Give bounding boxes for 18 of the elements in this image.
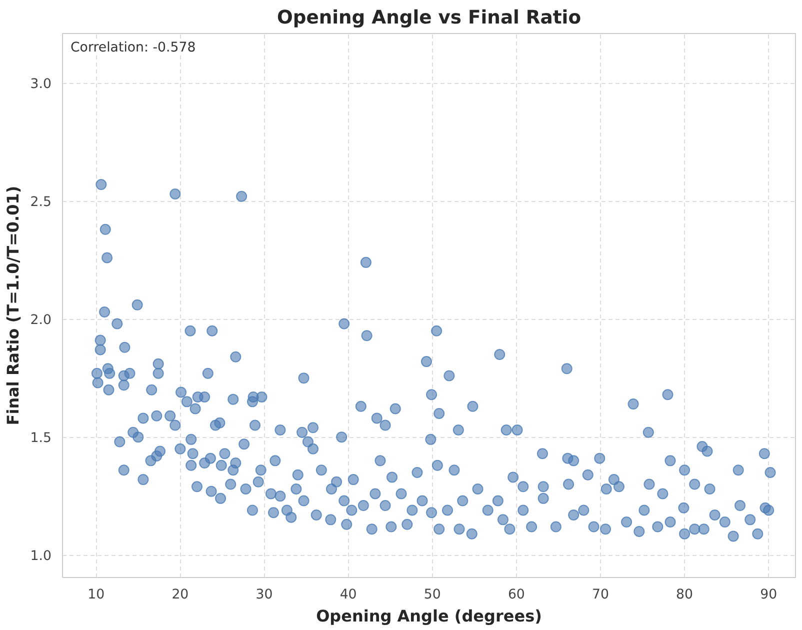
annotation: Correlation: -0.578 (70, 40, 196, 56)
y-tick-label: 1.0 (30, 549, 52, 564)
y-tick-label: 2.0 (30, 313, 52, 328)
y-axis-title: Final Ratio (T=1.0/T=0.01) (3, 186, 22, 426)
x-tick-label: 30 (256, 588, 273, 602)
x-tick-label: 90 (760, 588, 778, 602)
x-tick-label: 20 (172, 588, 189, 602)
x-tick-label: 80 (676, 588, 694, 602)
y-tick-label: 2.5 (30, 195, 52, 210)
x-tick-label: 10 (88, 588, 105, 602)
x-tick-label: 60 (508, 588, 525, 602)
chart-title: Opening Angle vs Final Ratio (276, 8, 582, 28)
x-tick-label: 50 (424, 588, 441, 602)
x-tick-label: 70 (592, 588, 609, 602)
x-tick-label: 40 (340, 588, 357, 602)
y-tick-label: 3.0 (30, 77, 52, 92)
x-axis-title: Opening Angle (degrees) (316, 606, 542, 626)
y-tick-label: 1.5 (30, 431, 52, 446)
